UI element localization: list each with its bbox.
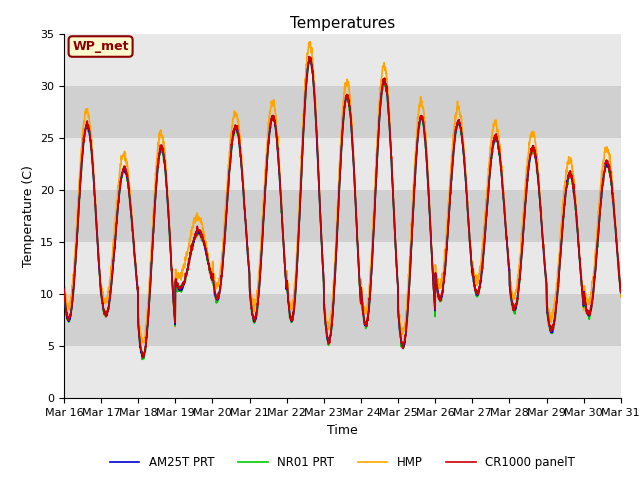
NR01 PRT — [584, 311, 591, 317]
HMP — [505, 258, 513, 264]
AM25T PRT — [60, 288, 68, 294]
AM25T PRT — [584, 311, 591, 317]
NR01 PRT — [617, 289, 625, 295]
NR01 PRT — [568, 173, 576, 179]
HMP — [306, 39, 314, 45]
HMP — [617, 294, 625, 300]
Bar — [64, 346, 621, 398]
CR1000 panelT — [359, 306, 367, 312]
CR1000 panelT — [505, 263, 513, 268]
Bar — [64, 138, 621, 190]
CR1000 panelT — [305, 54, 313, 60]
NR01 PRT — [505, 264, 513, 270]
HMP — [60, 279, 68, 285]
HMP — [359, 299, 367, 304]
AM25T PRT — [306, 55, 314, 61]
CR1000 panelT — [140, 355, 147, 360]
AM25T PRT — [359, 308, 367, 314]
Line: NR01 PRT: NR01 PRT — [64, 60, 621, 360]
Line: CR1000 panelT: CR1000 panelT — [64, 57, 621, 358]
Bar — [64, 34, 621, 86]
CR1000 panelT — [60, 287, 68, 292]
AM25T PRT — [371, 200, 379, 206]
HMP — [216, 275, 223, 281]
X-axis label: Time: Time — [327, 424, 358, 437]
CR1000 panelT — [617, 289, 625, 295]
AM25T PRT — [568, 174, 576, 180]
CR1000 panelT — [584, 309, 591, 315]
Legend: AM25T PRT, NR01 PRT, HMP, CR1000 panelT: AM25T PRT, NR01 PRT, HMP, CR1000 panelT — [105, 452, 580, 474]
AM25T PRT — [617, 290, 625, 296]
NR01 PRT — [216, 289, 223, 295]
NR01 PRT — [138, 357, 146, 362]
Bar — [64, 190, 621, 242]
Y-axis label: Temperature (C): Temperature (C) — [22, 165, 35, 267]
Line: AM25T PRT: AM25T PRT — [64, 58, 621, 358]
AM25T PRT — [505, 261, 513, 266]
NR01 PRT — [60, 288, 68, 294]
NR01 PRT — [359, 310, 367, 315]
HMP — [371, 182, 379, 188]
Text: WP_met: WP_met — [72, 40, 129, 53]
Bar — [64, 294, 621, 346]
Title: Temperatures: Temperatures — [290, 16, 395, 31]
Line: HMP: HMP — [64, 42, 621, 344]
CR1000 panelT — [568, 173, 576, 179]
NR01 PRT — [371, 201, 379, 206]
HMP — [584, 298, 591, 304]
HMP — [137, 341, 145, 347]
CR1000 panelT — [371, 200, 379, 206]
AM25T PRT — [216, 291, 223, 297]
Bar — [64, 86, 621, 138]
AM25T PRT — [140, 355, 147, 360]
NR01 PRT — [307, 57, 314, 62]
HMP — [568, 166, 576, 171]
CR1000 panelT — [216, 288, 223, 294]
Bar — [64, 242, 621, 294]
